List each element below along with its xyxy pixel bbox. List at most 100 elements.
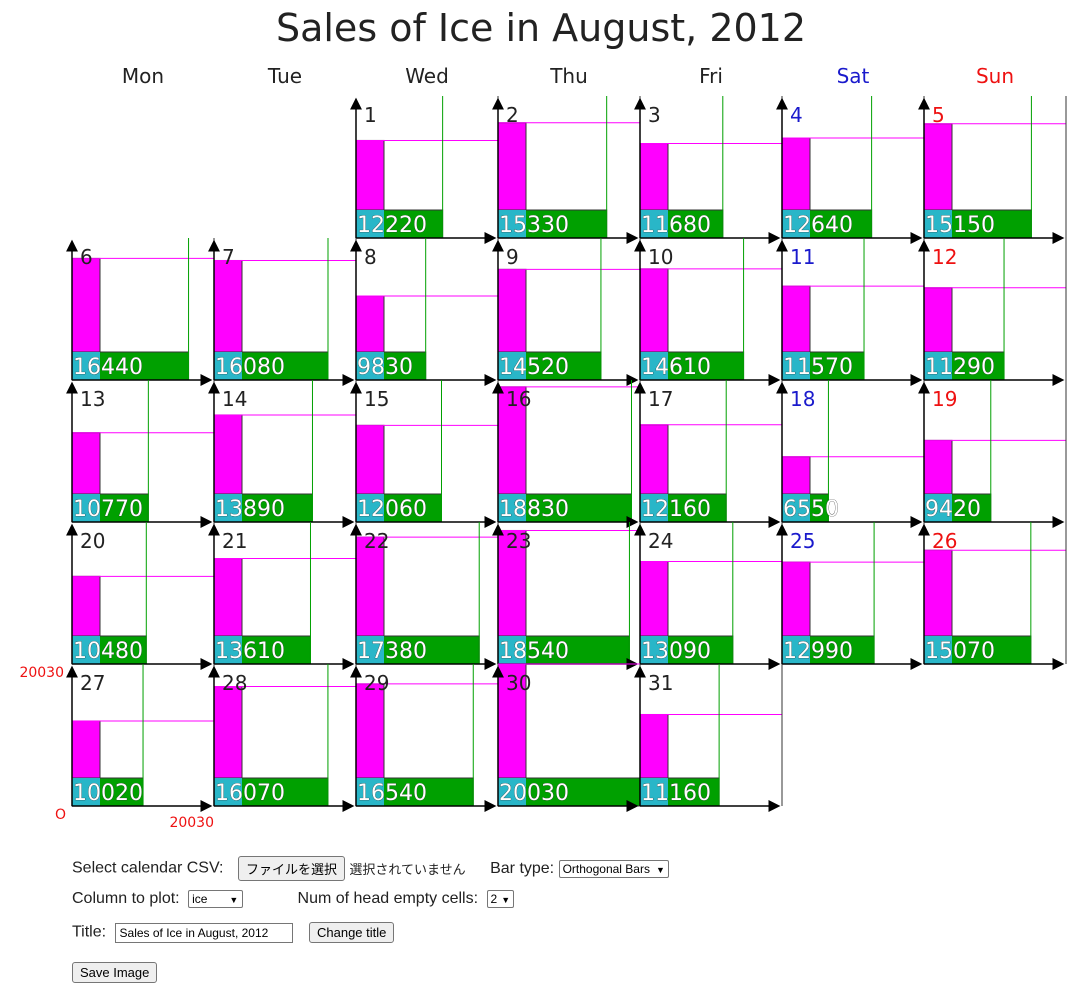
vertical-bar: [639, 268, 669, 353]
column-value: ice: [192, 892, 208, 906]
value-box: [640, 778, 668, 806]
save-image-button[interactable]: Save Image: [72, 962, 158, 983]
vertical-bar: [781, 561, 811, 637]
value-box: [640, 352, 668, 380]
day-number: 19: [932, 387, 957, 411]
value-box: [924, 636, 952, 664]
value-box: [498, 210, 526, 238]
value-box: [498, 494, 526, 522]
vertical-bar: [923, 287, 953, 353]
data-label: 9420: [925, 497, 981, 522]
vertical-bar: [213, 686, 243, 779]
value-box: [72, 494, 100, 522]
value-box: [924, 210, 952, 238]
calendar-chart: Sales of Ice in August, 2012 Mon Tue Wed Th…: [19, 6, 1067, 831]
data-label: 18830: [499, 497, 569, 522]
data-label: 9830: [357, 355, 413, 380]
no-file-text: 選択されていません: [349, 862, 466, 877]
data-label: 18540: [499, 639, 569, 664]
day-number: 25: [790, 529, 815, 553]
title-input[interactable]: Sales of Ice in August, 2012: [114, 922, 293, 943]
day-cell: 13090 24: [634, 522, 783, 670]
day-number: 17: [648, 387, 673, 411]
day-cell: 18540 23: [492, 522, 641, 670]
data-label: 11290: [925, 355, 995, 380]
vertical-bar: [781, 137, 811, 211]
day-cell: 16440 6: [66, 238, 215, 386]
day-number: 20: [80, 529, 105, 553]
value-box: [498, 352, 526, 380]
data-label: 11570: [783, 355, 853, 380]
value-box: [640, 636, 668, 664]
column-select[interactable]: ice ▼: [188, 890, 244, 908]
vertical-bar: [355, 139, 385, 211]
csv-label: Select calendar CSV:: [72, 859, 224, 877]
day-cell: 14520 9: [492, 238, 641, 386]
day-cell: 6550 18: [776, 380, 925, 528]
vertical-bar: [639, 713, 669, 779]
value-box: [782, 636, 810, 664]
day-cell: 18830 16: [492, 380, 641, 528]
vertical-bar: [213, 259, 243, 353]
value-box: [72, 636, 100, 664]
vertical-bar: [923, 123, 953, 211]
weekday-label: Sat: [837, 64, 870, 88]
weekday-header: Mon Tue Wed Thu Fri Sat Sun: [122, 64, 1014, 88]
value-box: [356, 210, 384, 238]
day-number: 23: [506, 529, 531, 553]
vertical-bar: [639, 143, 669, 211]
day-number: 14: [222, 387, 247, 411]
vertical-bar: [923, 549, 953, 637]
value-box: [214, 352, 242, 380]
data-label: 16540: [357, 781, 427, 806]
data-label: 12220: [357, 213, 427, 238]
data-label: 15070: [925, 639, 995, 664]
day-cell: 10480 20: [66, 522, 215, 670]
day-number: 11: [790, 245, 815, 269]
value-box: [924, 352, 952, 380]
weekday-label: Fri: [699, 64, 723, 88]
value-box: [498, 778, 526, 806]
value-box: [214, 778, 242, 806]
day-cell: 13890 14: [208, 380, 357, 528]
data-label: 6550: [783, 497, 839, 522]
change-title-button[interactable]: Change title: [308, 922, 395, 943]
day-number: 7: [222, 245, 235, 269]
chart-title: Sales of Ice in August, 2012: [276, 6, 806, 50]
vertical-bar: [923, 439, 953, 495]
vertical-bar: [497, 663, 527, 779]
empty-cells-select[interactable]: 2 ▼: [486, 890, 515, 908]
value-box: [782, 494, 810, 522]
data-label: 12990: [783, 639, 853, 664]
vertical-bar: [497, 529, 527, 637]
data-label: 12060: [357, 497, 427, 522]
data-label: 10020: [73, 781, 143, 806]
value-box: [640, 494, 668, 522]
vertical-bar: [71, 257, 101, 353]
day-cell: 17380 22: [350, 522, 499, 670]
weekday-label: Thu: [549, 64, 588, 88]
chevron-down-icon: ▼: [501, 895, 511, 905]
empty-cells-value: 2: [490, 892, 498, 906]
bar-type-value: Orthogonal Bars: [562, 861, 650, 876]
vertical-bar: [497, 386, 527, 495]
chevron-down-icon: ▼: [655, 864, 665, 875]
data-label: 16080: [215, 355, 285, 380]
vertical-bar: [639, 560, 669, 637]
data-label: 11160: [641, 781, 711, 806]
day-number: 18: [790, 387, 815, 411]
bar-type-select[interactable]: Orthogonal Bars ▼: [558, 859, 669, 878]
csv-row: Select calendar CSV: ファイルを選択 選択されていません B…: [72, 856, 669, 881]
day-cell: 11680 3: [634, 96, 783, 244]
choose-file-button[interactable]: ファイルを選択: [237, 856, 345, 881]
day-number: 3: [648, 103, 661, 127]
day-cell: 9830 8: [350, 238, 499, 386]
day-number: 22: [364, 529, 389, 553]
data-label: 15150: [925, 213, 995, 238]
day-number: 30: [506, 671, 531, 695]
vertical-bar: [781, 456, 811, 495]
day-number: 13: [80, 387, 105, 411]
day-cell: 11570 11: [776, 238, 925, 386]
empty-cells-label: Num of head empty cells:: [297, 890, 479, 907]
value-box: [782, 352, 810, 380]
